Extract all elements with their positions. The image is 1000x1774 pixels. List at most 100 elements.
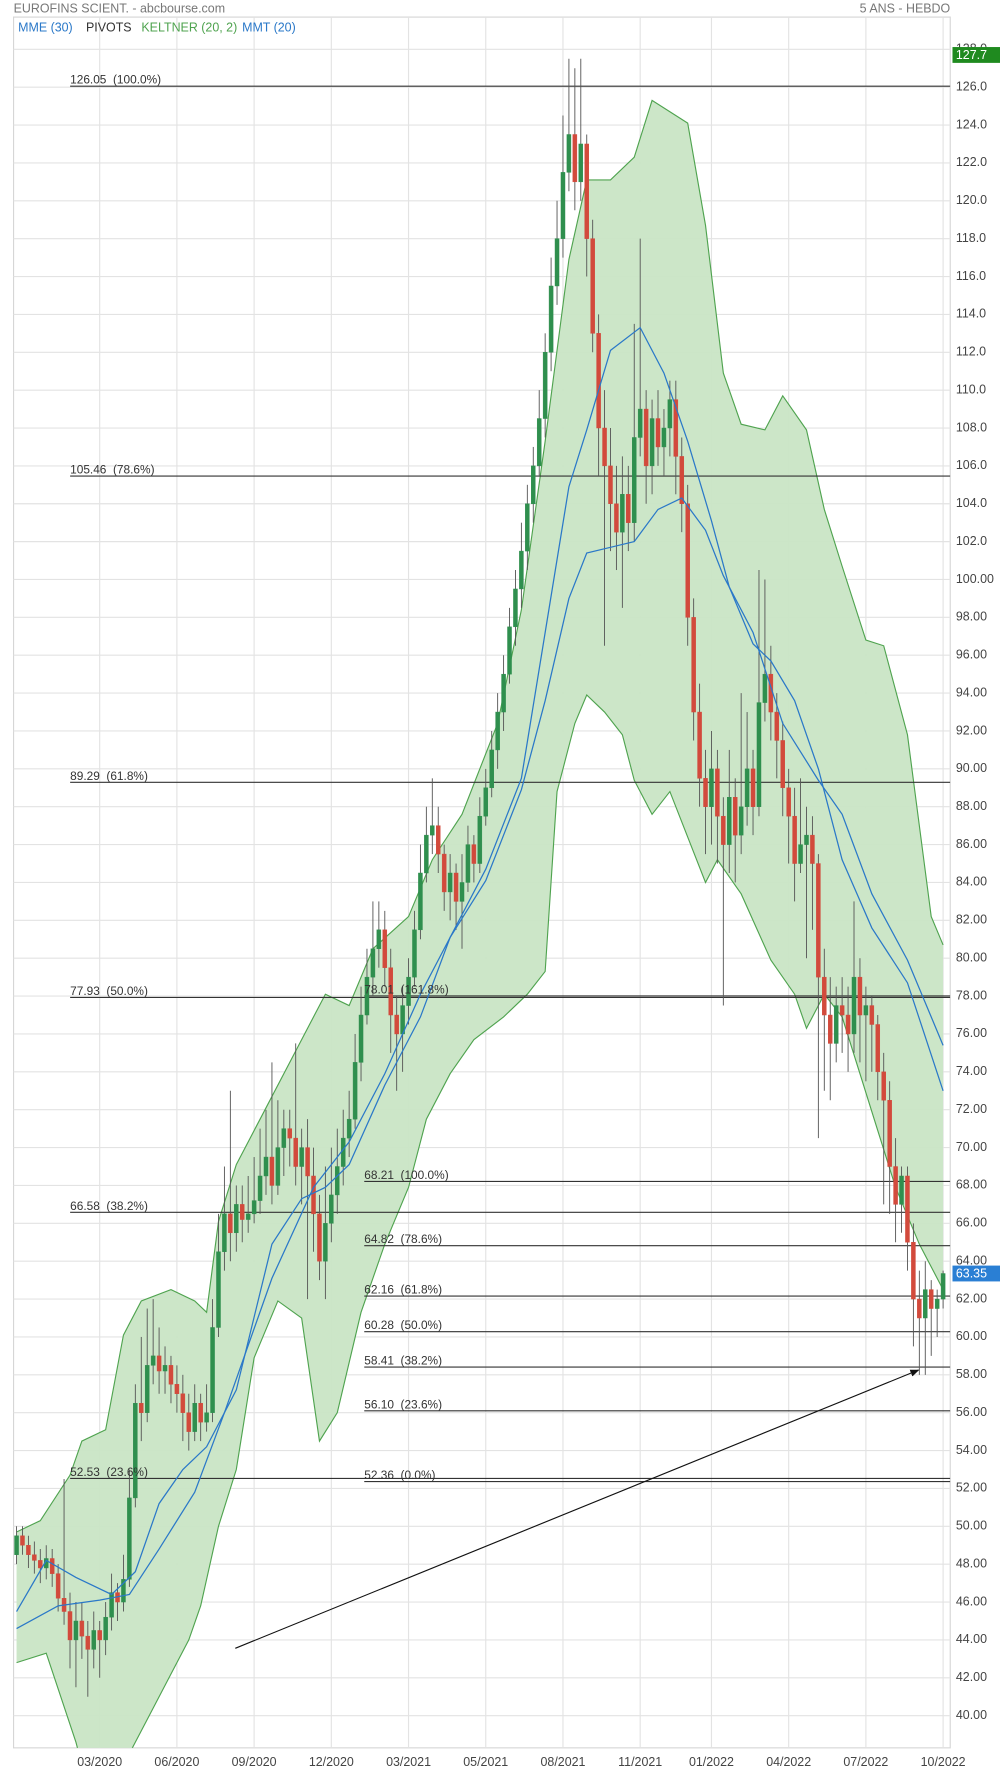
candle-body — [370, 948, 376, 978]
candle-body — [851, 976, 857, 1035]
candle-body — [418, 872, 423, 931]
pivot-label: 62.16 (61.8%) — [364, 1283, 442, 1297]
y-tick-label: 124.0 — [956, 117, 987, 131]
y-tick-label: 86.00 — [956, 837, 987, 851]
x-tick-label: 03/2020 — [77, 1755, 122, 1769]
candle-body — [340, 1137, 346, 1167]
candle-body — [281, 1128, 287, 1148]
candle-body — [828, 1014, 833, 1044]
candle-body — [192, 1402, 197, 1432]
candle-body — [525, 503, 530, 552]
x-tick-label: 12/2020 — [309, 1755, 354, 1769]
candle-body — [697, 711, 702, 779]
candle-body — [38, 1560, 43, 1569]
x-tick-label: 06/2020 — [154, 1755, 199, 1769]
candle-body — [364, 976, 370, 1016]
candle-body — [20, 1535, 25, 1546]
pivot-label: 52.53 (23.6%) — [70, 1465, 148, 1479]
candle-body — [845, 1014, 851, 1035]
candle-body — [305, 1147, 310, 1177]
candle-body — [471, 844, 477, 864]
candle-body — [275, 1147, 281, 1186]
candle-body — [453, 872, 459, 902]
candle-body — [608, 465, 613, 504]
candle-body — [311, 1175, 316, 1215]
candle-body — [239, 1204, 245, 1220]
y-tick-label: 74.00 — [956, 1064, 987, 1078]
candle-body — [73, 1620, 79, 1641]
candle-body — [180, 1393, 186, 1413]
keltner-fill — [16, 100, 944, 1748]
x-tick-label: 01/2022 — [689, 1755, 734, 1769]
candle-body — [715, 768, 720, 817]
y-tick-label: 48.00 — [956, 1556, 987, 1570]
y-tick-label: 126.0 — [956, 79, 987, 93]
plot-area — [14, 58, 951, 1748]
candle-body — [709, 768, 714, 807]
y-tick-label: 76.00 — [956, 1026, 987, 1040]
candle-body — [174, 1384, 180, 1394]
y-tick-label: 120.0 — [956, 193, 987, 207]
candle-body — [786, 787, 791, 817]
y-tick-label: 68.00 — [956, 1178, 987, 1192]
candle-body — [816, 863, 821, 978]
candle-body — [566, 134, 572, 173]
candle-body — [79, 1620, 85, 1637]
candle-body — [839, 1005, 845, 1016]
candle-body — [774, 711, 780, 741]
candle-body — [833, 1005, 839, 1044]
y-tick-label: 122.0 — [956, 155, 987, 169]
candle-body — [626, 494, 631, 523]
pivot-label: 105.46 (78.6%) — [70, 463, 154, 477]
pivot-label: 78.01 (161.8%) — [364, 982, 448, 996]
candle-body — [406, 976, 411, 1006]
candle-body — [756, 702, 762, 807]
candle-body — [869, 1005, 875, 1025]
price-badge-label: 63.35 — [956, 1266, 987, 1280]
candle-body — [346, 1118, 352, 1139]
y-tick-label: 112.0 — [956, 345, 986, 359]
y-tick-label: 40.00 — [956, 1708, 987, 1722]
candle-body — [394, 1014, 399, 1035]
candle-body — [507, 626, 512, 675]
x-tick-label: 04/2022 — [766, 1755, 811, 1769]
candle-body — [489, 749, 494, 789]
candle-body — [323, 1223, 328, 1262]
y-tick-label: 56.00 — [956, 1405, 987, 1419]
legend: MME (30) PIVOTS KELTNER (20, 2) MMT (20) — [18, 21, 296, 35]
candle-body — [905, 1175, 910, 1243]
candle-body — [156, 1355, 162, 1372]
price-badge — [952, 47, 1000, 63]
candle-body — [810, 834, 815, 864]
candle-body — [572, 134, 578, 183]
candle-body — [109, 1592, 114, 1618]
candle-body — [293, 1137, 298, 1167]
y-tick-label: 78.00 — [956, 988, 987, 1002]
candle-body — [234, 1204, 239, 1234]
y-tick-label: 70.00 — [956, 1140, 987, 1154]
candle-body — [578, 143, 584, 183]
keltner-lower — [16, 694, 944, 1748]
candle-body — [14, 1535, 19, 1555]
candle-body — [103, 1616, 108, 1641]
candle-body — [560, 172, 566, 239]
candle-body — [584, 143, 589, 239]
candle-body — [97, 1630, 102, 1641]
legend-item: MMT (20) — [242, 21, 296, 35]
candle-body — [750, 768, 756, 807]
y-tick-label: 50.00 — [956, 1519, 987, 1533]
x-tick-label: 11/2021 — [618, 1755, 662, 1769]
candle-body — [911, 1242, 916, 1300]
candle-body — [679, 456, 685, 504]
candle-body — [519, 550, 524, 590]
y-tick-label: 114.0 — [956, 307, 986, 321]
candle-body — [121, 1579, 126, 1603]
candle-body — [536, 418, 542, 467]
candle-body — [738, 806, 744, 836]
candle-body — [412, 929, 417, 978]
y-tick-label: 92.00 — [956, 723, 987, 737]
pivot-label: 56.10 (23.6%) — [364, 1397, 442, 1411]
candle-body — [435, 825, 441, 855]
candle-body — [744, 768, 750, 807]
